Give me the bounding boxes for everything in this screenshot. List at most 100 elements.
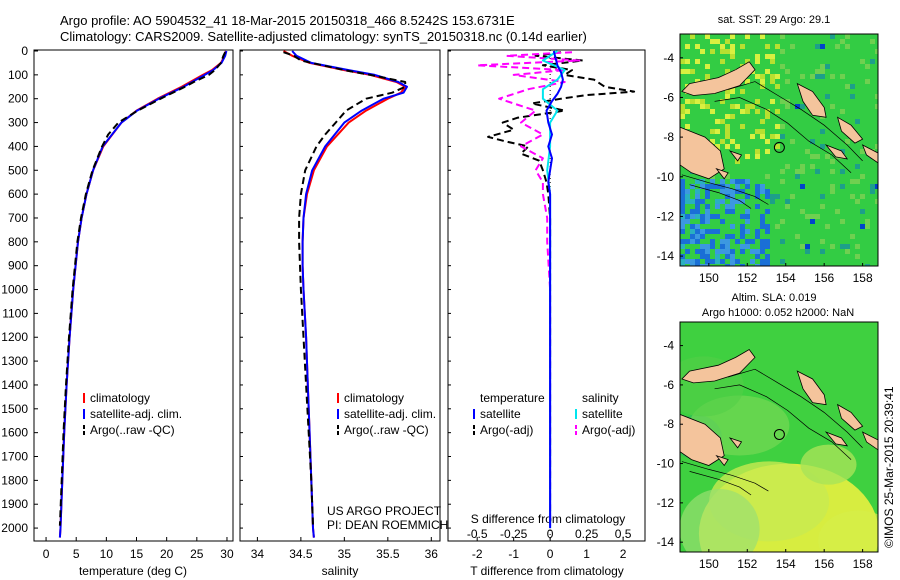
sst-cell (810, 164, 815, 169)
sst-cell (735, 239, 740, 244)
sst-cell (825, 64, 830, 69)
sst-cell (680, 204, 685, 209)
sst-cell (765, 224, 770, 229)
sst-contour (728, 81, 863, 162)
sst-cell (715, 204, 720, 209)
sst-cell (765, 44, 770, 49)
sst-cell (760, 189, 765, 194)
sst-cell (765, 194, 770, 199)
sst-cell (715, 229, 720, 234)
sst-cell (730, 34, 735, 39)
salinity-legend-label: Argo(..raw -QC) (344, 423, 429, 437)
sst-cell (870, 59, 875, 64)
sst-cell (765, 149, 770, 154)
sla-ytick-label: -6 (663, 378, 674, 392)
sst-cell (690, 99, 695, 104)
sst-cell (685, 214, 690, 219)
sla-ytick-label: -4 (663, 339, 674, 353)
sla-xtick-label: 152 (737, 557, 757, 571)
sst-cell (825, 94, 830, 99)
sst-cell (690, 214, 695, 219)
sst-cell (735, 199, 740, 204)
sst-cell (725, 114, 730, 119)
sst-cell (815, 154, 820, 159)
sst-cell (875, 94, 878, 99)
temperature-xtick-label: 10 (100, 547, 114, 561)
sst-cell (710, 184, 715, 189)
sst-map: -4 -6 -8 -10 -12 -14 150 152 154 156 158 (657, 33, 879, 285)
sst-cell (785, 104, 790, 109)
sst-cell (700, 179, 705, 184)
difference-legend-heading-temperature: temperature (480, 391, 545, 405)
sst-cell (720, 199, 725, 204)
sst-cell (780, 179, 785, 184)
sst-cell (770, 74, 775, 79)
sst-cell (855, 254, 860, 259)
sst-cell (735, 259, 740, 264)
sst-cell (720, 179, 725, 184)
sst-cell (870, 184, 875, 189)
sst-cell (780, 124, 785, 129)
sst-cell (730, 194, 735, 199)
salinity-xlabel: salinity (322, 564, 359, 578)
sst-cell (735, 189, 740, 194)
sst-cell (730, 89, 735, 94)
sst-cell (705, 219, 710, 224)
sst-cell (695, 234, 700, 239)
sst-cell (850, 94, 855, 99)
difference-salinity-satellite-line (541, 50, 566, 529)
sst-cell (685, 239, 690, 244)
sst-cell (865, 224, 870, 229)
sst-cell (775, 124, 780, 129)
sst-cell (820, 74, 825, 79)
sst-cell (760, 249, 765, 254)
sst-cell (775, 224, 780, 229)
difference-xtick-label: 1 (583, 547, 590, 561)
temperature-ytick-label: 1600 (1, 426, 28, 440)
sla-contour (689, 471, 752, 496)
sst-cell (690, 199, 695, 204)
sst-cell (710, 259, 715, 264)
sst-cell (745, 219, 750, 224)
sst-cell (805, 214, 810, 219)
temperature-xtick-label: 5 (73, 547, 80, 561)
sst-cell (765, 189, 770, 194)
sst-cell (795, 104, 800, 109)
sst-cell (745, 194, 750, 199)
sst-cell (725, 254, 730, 259)
sst-cell (740, 89, 745, 94)
sst-cell (720, 239, 725, 244)
sst-xtick-label: 152 (737, 271, 757, 285)
sst-ytick-label: -12 (657, 209, 675, 223)
sst-cell (680, 109, 685, 114)
sst-cell (710, 49, 715, 54)
sst-cell (695, 199, 700, 204)
sst-cell (685, 194, 690, 199)
temperature-ytick-label: 800 (8, 235, 28, 249)
temperature-xtick-label: 20 (160, 547, 174, 561)
sst-cell (720, 219, 725, 224)
sla-xtick-label: 154 (776, 557, 796, 571)
sst-cell (745, 229, 750, 234)
sst-cell (715, 249, 720, 254)
sst-cell (860, 224, 865, 229)
sst-cell (690, 234, 695, 239)
sst-cell (760, 34, 765, 39)
sst-cell (695, 224, 700, 229)
sst-cell (770, 194, 775, 199)
sst-cell (705, 244, 710, 249)
sst-cell (680, 224, 685, 229)
sst-cell (695, 179, 700, 184)
sst-cell (815, 44, 820, 49)
sst-cell (745, 104, 750, 109)
temperature-xtick-label: 0 (43, 547, 50, 561)
salinity-xtick-label: 34.5 (289, 547, 313, 561)
sst-cell (740, 244, 745, 249)
sst-cell (760, 74, 765, 79)
sst-cell (755, 74, 760, 79)
sst-cell (705, 104, 710, 109)
sst-cell (700, 254, 705, 259)
sst-cell (680, 239, 685, 244)
sst-cell (730, 189, 735, 194)
imos-timestamp: ©IMOS 25-Mar-2015 20:39:41 (882, 386, 896, 548)
